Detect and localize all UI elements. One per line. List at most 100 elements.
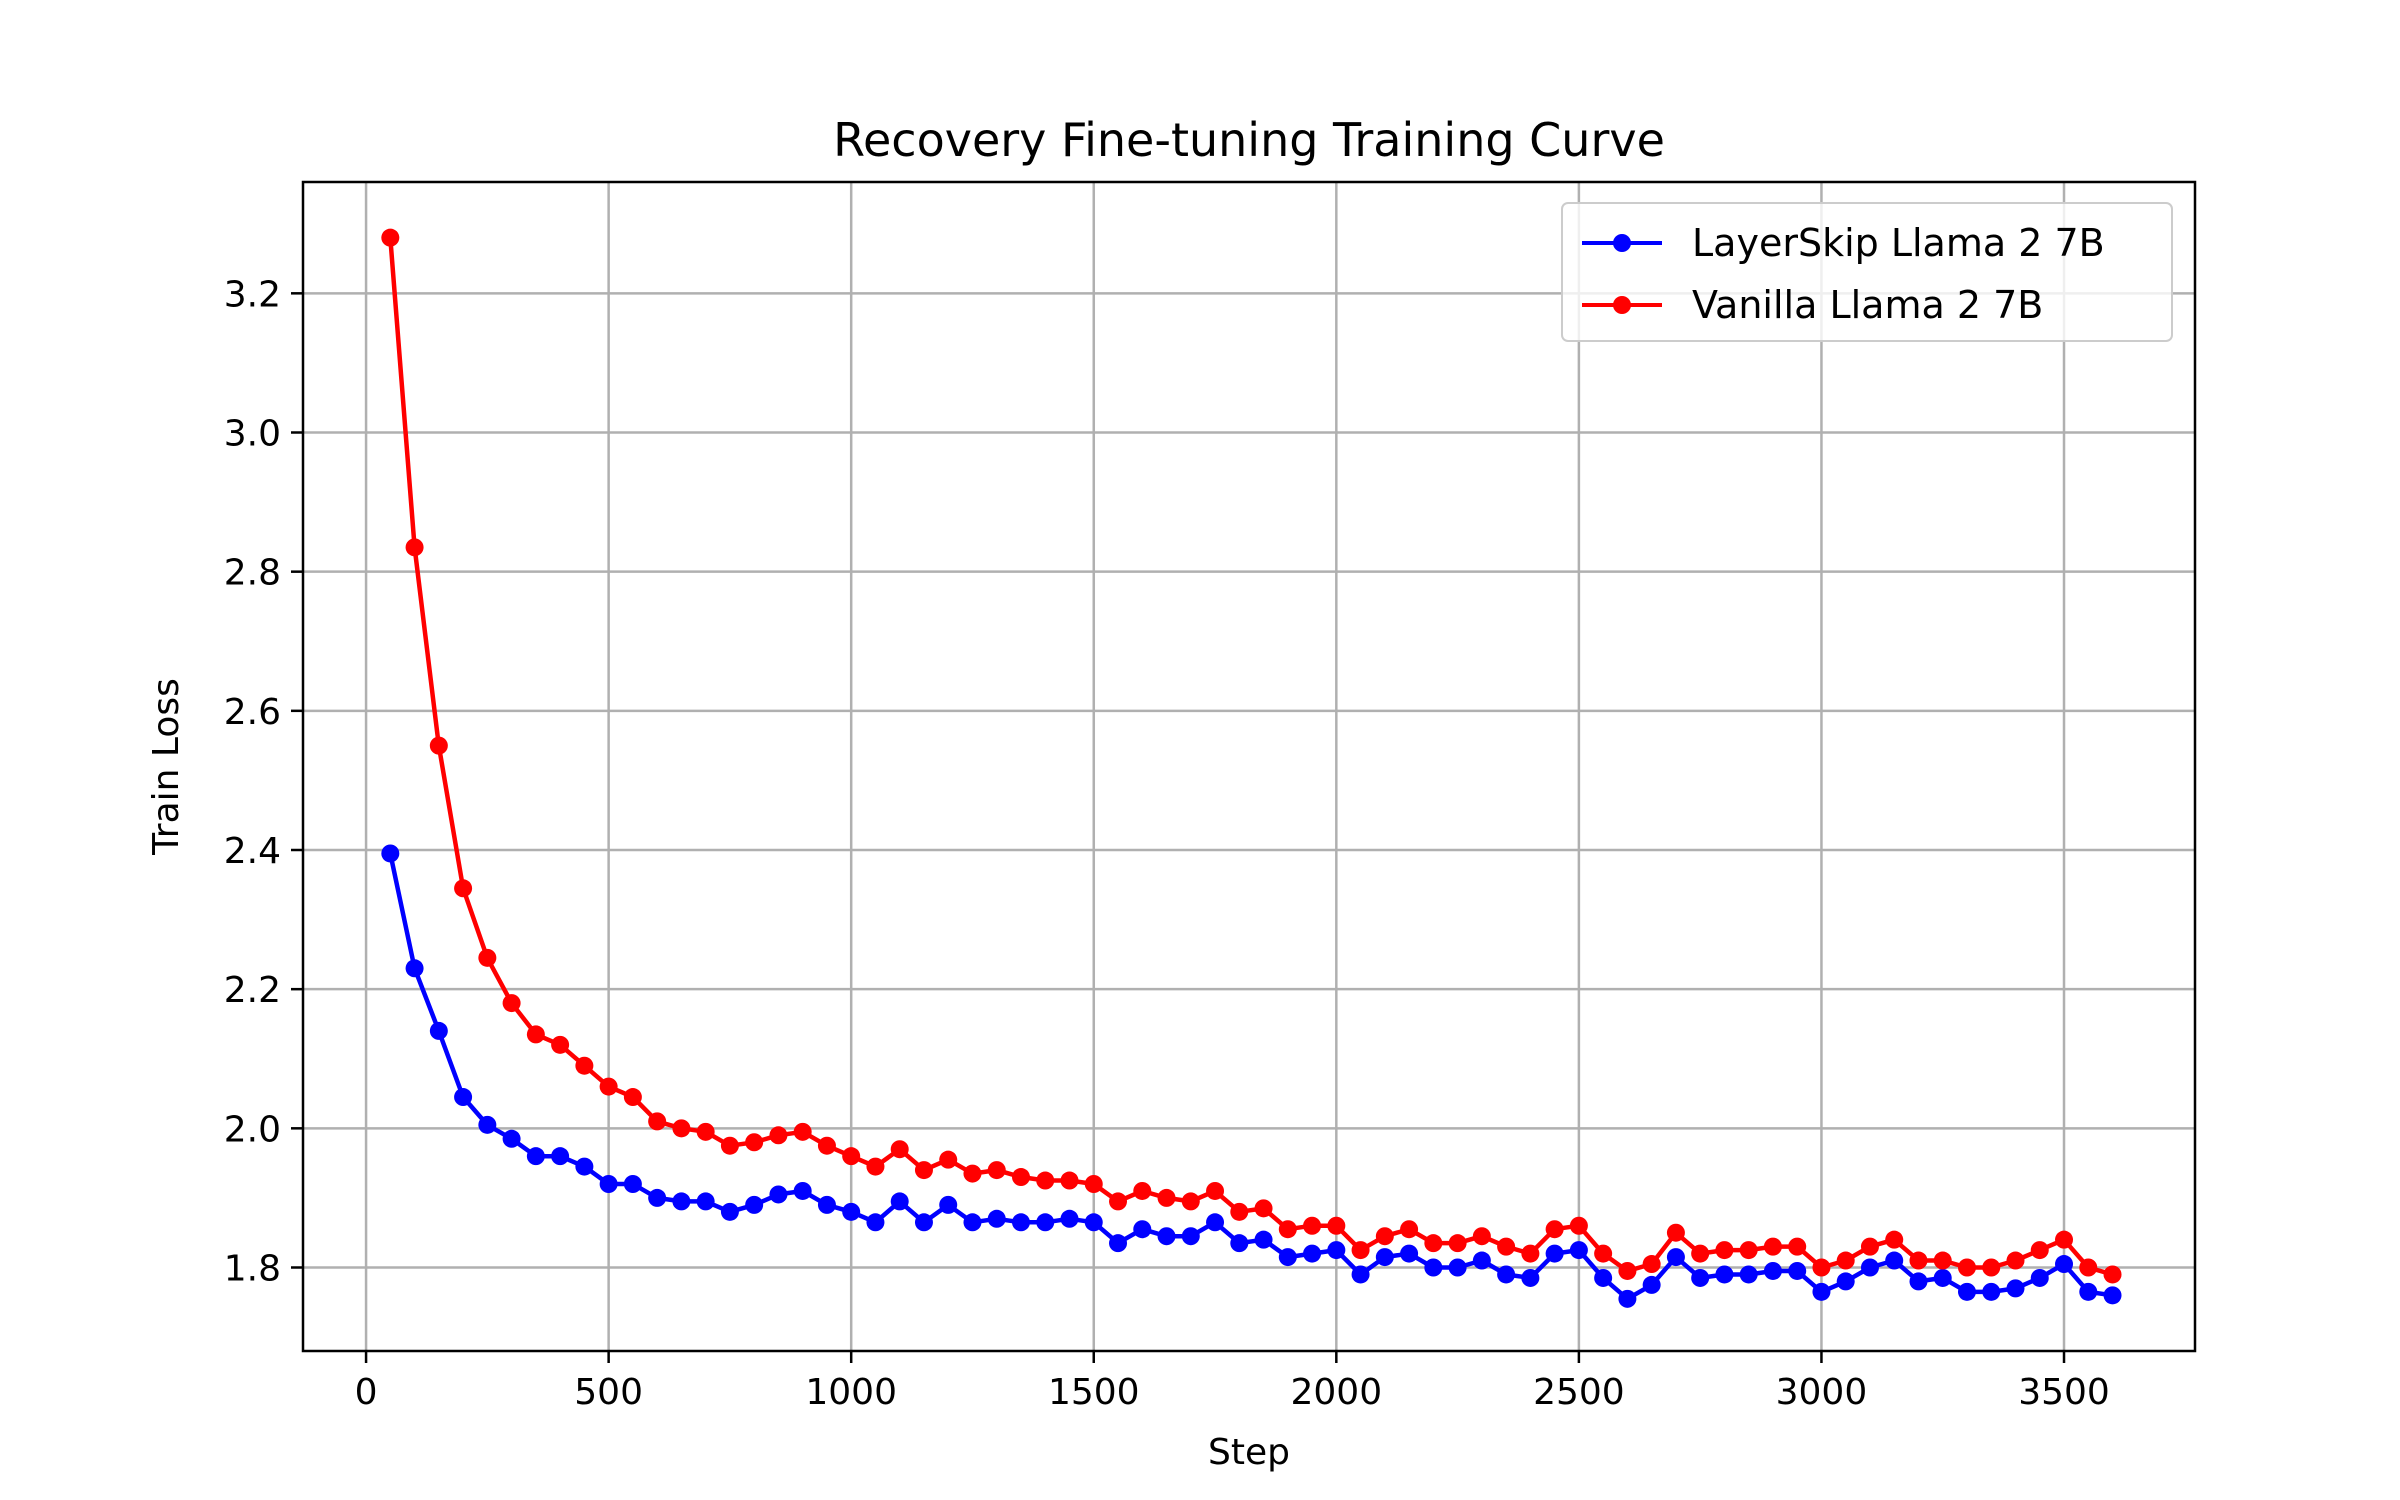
legend-label-vanilla: Vanilla Llama 2 7B [1692, 283, 2043, 327]
y-tick-label: 2.6 [224, 692, 281, 733]
data-point [1400, 1244, 1419, 1263]
data-point [842, 1202, 861, 1221]
grid-lines [303, 182, 2195, 1351]
data-point [1230, 1202, 1249, 1221]
data-point [1400, 1220, 1419, 1239]
data-point [720, 1136, 739, 1155]
data-point [1206, 1213, 1225, 1232]
data-point [599, 1077, 618, 1096]
x-axis-title: Step [1208, 1432, 1290, 1473]
y-tick-label: 1.8 [224, 1249, 281, 1290]
data-point [1642, 1275, 1661, 1294]
y-tick-label: 3.2 [224, 274, 281, 315]
data-point [381, 228, 400, 247]
series-layerskip [381, 844, 2122, 1308]
data-point [2079, 1282, 2098, 1301]
data-point [454, 1088, 473, 1107]
data-point [1569, 1216, 1588, 1235]
data-point [454, 879, 473, 898]
x-tick-label: 500 [574, 1372, 643, 1413]
data-point [1351, 1241, 1370, 1260]
data-point [405, 959, 424, 978]
x-tick-label: 3000 [1776, 1372, 1868, 1413]
data-point [478, 948, 497, 967]
data-point [1691, 1268, 1710, 1287]
data-point [1375, 1227, 1394, 1246]
data-point [429, 736, 448, 755]
data-point [866, 1157, 885, 1176]
data-point [1885, 1230, 1904, 1249]
data-point [1084, 1213, 1103, 1232]
data-point [1036, 1171, 1055, 1190]
chart-title: Recovery Fine-tuning Training Curve [833, 113, 1665, 167]
data-point [1763, 1237, 1782, 1256]
data-point [890, 1140, 909, 1159]
data-point [405, 538, 424, 557]
data-point [1157, 1227, 1176, 1246]
data-point [1521, 1268, 1540, 1287]
data-point [429, 1021, 448, 1040]
data-point [1327, 1241, 1346, 1260]
data-point [526, 1025, 545, 1044]
data-point [1885, 1251, 1904, 1270]
series-vanilla [381, 228, 2122, 1284]
data-point [793, 1122, 812, 1141]
data-point [1036, 1213, 1055, 1232]
x-tick-label: 2500 [1533, 1372, 1625, 1413]
legend-box [1561, 202, 2173, 342]
data-point [745, 1195, 764, 1214]
data-point [1375, 1248, 1394, 1267]
legend-marker-layerskip [1613, 234, 1631, 252]
data-point [1860, 1258, 1879, 1277]
data-point [575, 1056, 594, 1075]
data-point [1351, 1265, 1370, 1284]
data-point [1909, 1251, 1928, 1270]
y-axis-title: Train Loss [146, 678, 187, 856]
data-point [817, 1136, 836, 1155]
data-point [2079, 1258, 2098, 1277]
data-point [648, 1188, 667, 1207]
data-point [1739, 1265, 1758, 1284]
data-point [2006, 1279, 2025, 1298]
data-point [769, 1185, 788, 1204]
data-point [381, 844, 400, 863]
data-point [502, 994, 521, 1013]
data-point [2103, 1265, 2122, 1284]
data-point [2103, 1286, 2122, 1305]
y-tick-label: 2.8 [224, 553, 281, 594]
x-tick-label: 1000 [805, 1372, 897, 1413]
data-point [1133, 1220, 1152, 1239]
data-point [1133, 1181, 1152, 1200]
data-point [890, 1192, 909, 1211]
data-point [575, 1157, 594, 1176]
data-point [2030, 1241, 2049, 1260]
y-tick-label: 2.4 [224, 831, 281, 872]
data-point [648, 1112, 667, 1131]
data-point [696, 1192, 715, 1211]
data-point [1812, 1282, 1831, 1301]
data-point [1860, 1237, 1879, 1256]
data-point [1109, 1234, 1128, 1253]
y-axis: 1.8 2.0 2.2 2.4 2.6 2.8 3.0 3.2 [224, 274, 303, 1290]
data-point [623, 1175, 642, 1193]
legend-label-layerskip: LayerSkip Llama 2 7B [1692, 221, 2105, 265]
data-point [1472, 1251, 1491, 1270]
y-tick-label: 2.0 [224, 1109, 281, 1150]
data-point [1836, 1272, 1855, 1291]
data-point [1982, 1282, 2001, 1301]
y-tick-label: 3.0 [224, 414, 281, 455]
data-point [745, 1133, 764, 1152]
data-point [1424, 1234, 1443, 1253]
data-point [1836, 1251, 1855, 1270]
data-point [1715, 1241, 1734, 1260]
data-point [817, 1195, 836, 1214]
data-point [1666, 1223, 1685, 1242]
x-axis: 0 500 1000 1500 2000 2500 3000 3500 [355, 1351, 2110, 1413]
data-point [1642, 1255, 1661, 1274]
data-point [1230, 1234, 1249, 1253]
data-point [720, 1202, 739, 1221]
data-point [1715, 1265, 1734, 1284]
data-point [1545, 1244, 1564, 1263]
